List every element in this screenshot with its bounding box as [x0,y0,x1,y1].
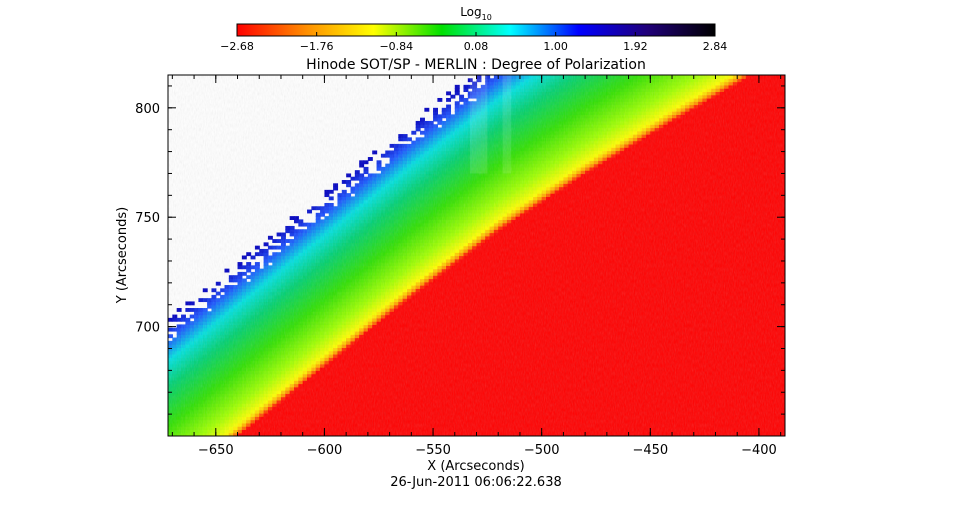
colorbar-tick-label: 1.00 [543,40,568,53]
x-tick-label: −550 [415,443,451,458]
y-tick-label: 700 [135,321,160,336]
colorbar-tick-label: −1.76 [300,40,334,53]
colorbar-tick-label: −2.68 [220,40,254,53]
x-tick-label: −450 [632,443,668,458]
chart-title: Hinode SOT/SP - MERLIN : Degree of Polar… [306,57,646,73]
x-tick-label: −500 [524,443,560,458]
y-tick-label: 800 [135,102,160,117]
colorbar-tick-label: 2.84 [703,40,728,53]
colorbar-tick-label: 1.92 [623,40,648,53]
x-tick-label: −650 [198,443,234,458]
x-axis-label: X (Arcseconds) [427,459,524,474]
heatmap-image [168,75,786,437]
colorbar: Log10 −2.68 −1.76 −0.84 0.08 1.00 1.92 2.84 [220,5,727,53]
heatmap-texture [168,75,785,436]
timestamp: 26-Jun-2011 06:06:22.638 [390,475,562,490]
y-axis-label: Y (Arcseconds) [115,207,130,304]
x-tick-label: −400 [741,443,777,458]
colorbar-tick-label: 0.08 [464,40,489,53]
colorbar-label: Log10 [460,5,492,22]
colorbar-tick-label: −0.84 [379,40,413,53]
y-tick-label: 750 [135,211,160,226]
x-tick-label: −600 [307,443,343,458]
